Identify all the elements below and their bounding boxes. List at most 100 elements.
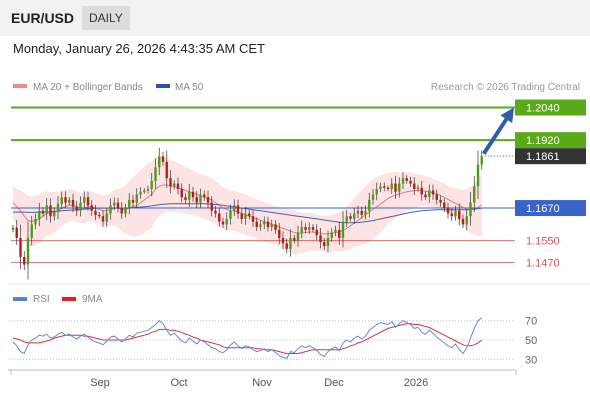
candle-body [86,197,90,206]
candle-body [45,205,48,214]
candle-body [259,224,262,228]
main-legend: MA 20 + Bollinger Bands MA 50 Research ©… [13,82,580,93]
candle-body [56,203,60,213]
candle-body [184,197,187,200]
candle-body [296,232,300,241]
legend-rsi-label: RSI [33,294,50,305]
candle-body [386,187,390,190]
candle-body [83,197,86,203]
candle-body [64,197,67,203]
candle-body [180,189,183,198]
candle-body [105,213,108,222]
candle-body [120,208,123,214]
candle-body [255,221,258,228]
candle-body [214,210,217,214]
candle-body [71,199,75,207]
candle-body [413,183,416,190]
legend-9ma-label: 9MA [82,294,103,305]
level-1-2040-label: 1.2040 [526,103,560,115]
candle-body [169,178,172,187]
price-levels [11,106,515,263]
level-1-1550-label: 1.1550 [526,236,560,248]
candle-body [345,216,348,222]
candle-body [416,187,420,190]
level-1-2040-label-box [515,99,586,116]
timeframe-button[interactable]: DAILY [82,6,130,30]
candle-body [383,186,386,188]
candle-body [420,187,423,195]
candle-body [94,210,97,215]
candle-body [375,189,378,195]
candle-body [23,256,26,265]
candle-body [30,224,33,238]
rsi-9ma-line [12,323,483,354]
candle-body [334,229,337,233]
candle-body [221,221,225,225]
candle-body [476,164,480,187]
candle-body [428,190,431,198]
candle-body [356,210,360,214]
candle-body [218,213,221,222]
candle-body [199,194,202,203]
candle-body [60,197,63,204]
candle-body [68,199,71,203]
candle-body [405,178,408,181]
candle-body [79,202,82,211]
candle-body [98,214,101,217]
candle-body [240,213,243,219]
last-price-label: 1.1861 [526,151,560,163]
candle-body [109,205,112,214]
candle-body [330,232,333,238]
candle-body [191,191,195,198]
candle-body [101,216,105,222]
candle-body [173,183,176,187]
level-1-1670-label: 1.1670 [526,203,560,215]
candle-body [285,243,288,249]
legend-9ma-swatch [62,297,76,301]
candle-body [439,199,442,203]
candle-body [244,213,247,219]
legend-rsi-swatch [13,297,27,301]
candle-body [450,213,453,217]
candle-body [311,227,315,230]
candle-body [338,229,341,238]
candle-body [158,156,161,168]
candle-body [326,237,330,247]
candle-body [131,199,135,203]
candle-body [38,210,41,219]
candle-body [270,224,273,228]
candle-body [266,221,270,228]
rsi-tick-30: 30 [525,354,537,366]
source-credit: Research © 2026 Trading Central [431,82,580,93]
candle-body [341,221,345,238]
candle-body [461,218,465,225]
candle-body [454,210,457,217]
rsi-gridlines [11,320,515,360]
candle-body [251,216,255,222]
candle-body [281,237,285,244]
candle-body [236,205,240,214]
rsi-line [12,317,483,359]
candle-body [11,227,15,230]
rsi-lines [12,317,483,359]
candle-body [150,180,153,190]
candle-body [409,180,412,184]
candle-body [143,190,146,192]
candle-body [315,229,318,236]
candle-body [304,227,307,230]
candle-body [124,208,127,214]
candle-body [323,242,326,247]
legend-ma50-swatch [156,84,170,88]
candle-body [458,210,461,219]
candle-body [146,189,150,191]
candle-body [135,194,138,203]
x-tick-sep: Sep [90,377,110,389]
timestamp: Monday, January 26, 2026 4:43:35 AM CET [13,41,265,56]
candle-body [116,202,120,209]
candle-body [278,229,281,238]
level-1-1920-label-box [515,132,586,149]
last-price-label-box [515,148,586,165]
projection-arrow-head [500,107,514,124]
legend-ma20-swatch [13,84,27,88]
candle-body [308,227,311,230]
